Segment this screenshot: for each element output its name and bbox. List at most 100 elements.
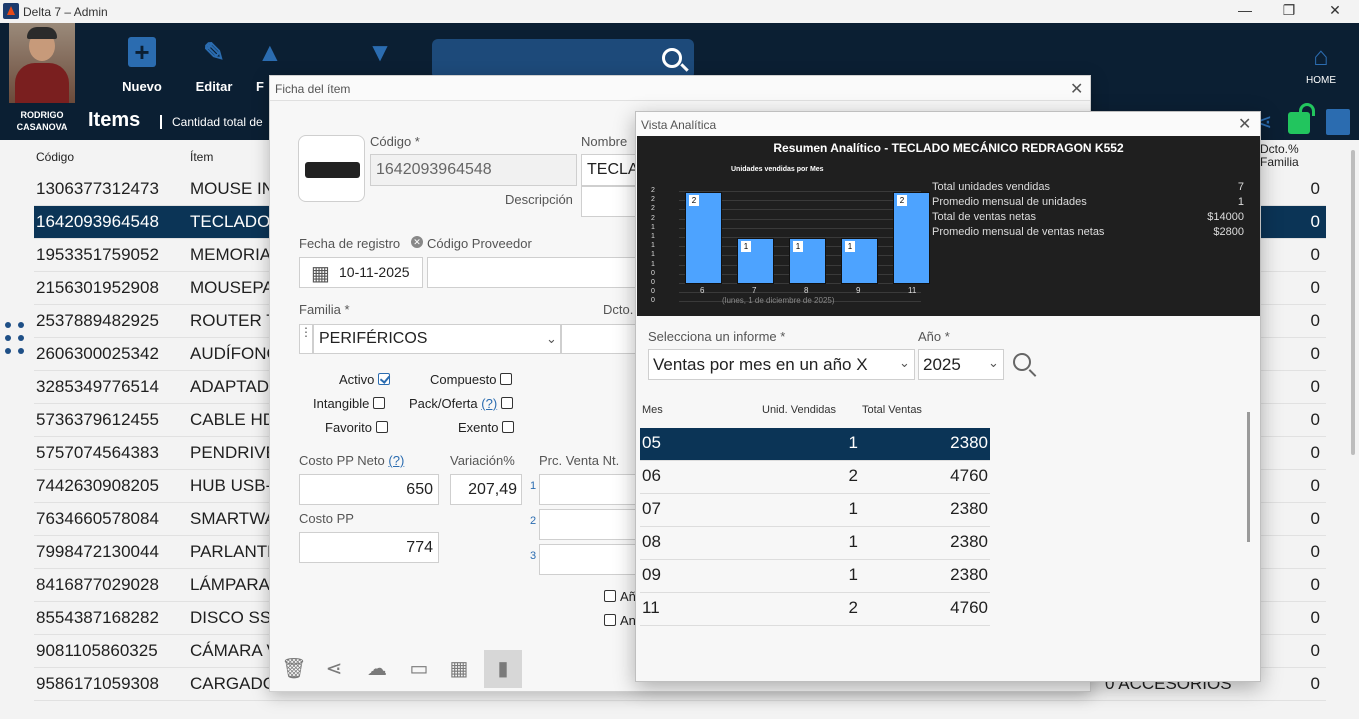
calendar-icon[interactable]: ▦ bbox=[311, 263, 330, 285]
intangible-checkbox[interactable]: Intangible bbox=[313, 396, 386, 411]
informe-select[interactable]: Ventas por mes en un año X bbox=[648, 349, 915, 380]
anual-checkbox[interactable]: Añ bbox=[604, 589, 636, 604]
table-row[interactable]: 07 1 2380 bbox=[640, 494, 990, 527]
cell-unid: 1 bbox=[848, 532, 858, 551]
summary-panel: Resumen Analítico - TECLADO MECÁNICO RED… bbox=[637, 136, 1260, 316]
y-tick-label: 0 bbox=[651, 269, 655, 277]
table-row[interactable]: 05 1 2380 bbox=[640, 428, 990, 461]
anio-select[interactable]: 2025 bbox=[918, 349, 1004, 380]
costo-pp-field[interactable]: 774 bbox=[299, 532, 439, 563]
grid-line bbox=[679, 191, 921, 192]
cell-dcto: 0 bbox=[1310, 509, 1320, 528]
y-tick-label: 0 bbox=[651, 297, 655, 305]
compuesto-checkbox[interactable]: Compuesto bbox=[430, 372, 513, 387]
book-icon[interactable] bbox=[1326, 109, 1350, 135]
costo-neto-field[interactable]: 650 bbox=[299, 474, 439, 505]
cell-dcto: 0 bbox=[1310, 542, 1320, 561]
grid-line bbox=[679, 292, 921, 294]
precio-3-field[interactable] bbox=[539, 544, 637, 575]
cell-mes: 05 bbox=[642, 433, 661, 452]
col-header-total[interactable]: Total Ventas bbox=[862, 404, 922, 416]
new-button[interactable]: + Nuevo bbox=[122, 37, 162, 94]
cell-item: HUB USB-C bbox=[190, 476, 284, 495]
nombre-field[interactable]: TECLA bbox=[581, 154, 639, 186]
cell-total: 2380 bbox=[950, 565, 988, 584]
bar-data-label: 2 bbox=[897, 195, 907, 206]
pack-oferta-checkbox[interactable]: Pack/Oferta (?) bbox=[409, 396, 514, 411]
exento-checkbox[interactable]: Exento bbox=[458, 420, 515, 435]
col-header-code[interactable]: Código bbox=[36, 150, 75, 164]
cell-code: 9081105860325 bbox=[36, 641, 158, 660]
edit-button[interactable]: ✎ Editar bbox=[195, 37, 233, 94]
share-icon[interactable]: ⋖ bbox=[325, 658, 343, 680]
shapes-button[interactable]: ▲ F bbox=[256, 37, 286, 94]
cell-code: 8416877029028 bbox=[36, 575, 159, 594]
main-scrollbar[interactable] bbox=[1351, 150, 1355, 455]
table-row[interactable]: 06 2 4760 bbox=[640, 461, 990, 494]
close-icon[interactable]: ✕ bbox=[1070, 81, 1084, 98]
cell-code: 7442630908205 bbox=[36, 476, 159, 495]
dcto-field[interactable] bbox=[561, 324, 637, 354]
filter-icon: ▼ bbox=[367, 37, 393, 67]
table-row[interactable]: 09 1 2380 bbox=[640, 560, 990, 593]
col-header-item[interactable]: Ítem bbox=[190, 150, 214, 164]
item-image[interactable] bbox=[298, 135, 365, 202]
precio-2-field[interactable] bbox=[539, 509, 637, 540]
cell-mes: 08 bbox=[642, 532, 661, 551]
y-tick-label: 1 bbox=[651, 260, 655, 268]
cell-code: 8554387168282 bbox=[36, 608, 159, 627]
cell-code: 5757074564383 bbox=[36, 443, 159, 462]
codigo-proveedor-field[interactable] bbox=[427, 257, 637, 288]
close-icon[interactable]: ✕ bbox=[1238, 116, 1252, 133]
avatar[interactable] bbox=[9, 23, 75, 103]
grid-line bbox=[679, 218, 921, 220]
codigo-proveedor-label: Código Proveedor bbox=[427, 236, 532, 251]
maximize-button[interactable]: ❐ bbox=[1282, 2, 1296, 18]
card-icon[interactable]: ▭ bbox=[409, 658, 429, 680]
informe-label: Selecciona un informe * bbox=[648, 329, 786, 344]
col-header-mes[interactable]: Mes bbox=[642, 404, 663, 416]
search-icon[interactable] bbox=[1013, 353, 1031, 371]
cloud-upload-icon[interactable]: ☁ bbox=[367, 658, 387, 680]
bar-data-label: 1 bbox=[741, 241, 751, 252]
analytics-icon[interactable]: ▮ bbox=[484, 650, 522, 688]
favorito-checkbox[interactable]: Favorito bbox=[325, 420, 388, 435]
qr-code-icon[interactable]: ▦ bbox=[449, 658, 469, 680]
familia-select[interactable]: PERIFÉRICOS bbox=[313, 324, 561, 354]
cell-item: ROUTER TP bbox=[190, 311, 288, 330]
codigo-label: Código * bbox=[370, 134, 420, 149]
grid-line bbox=[679, 237, 921, 238]
close-window-button[interactable]: ✕ bbox=[1329, 2, 1341, 18]
delete-icon[interactable]: 🗑 bbox=[281, 658, 307, 680]
precio-1-field[interactable] bbox=[539, 474, 637, 505]
fecha-field[interactable]: 10-11-2025 bbox=[299, 257, 423, 288]
home-button[interactable]: ⌂ HOME bbox=[1296, 41, 1346, 86]
table-row[interactable]: 08 1 2380 bbox=[640, 527, 990, 560]
unlock-icon[interactable] bbox=[1288, 112, 1310, 134]
search-icon[interactable] bbox=[662, 48, 682, 68]
filter-button[interactable]: ▼ bbox=[350, 37, 410, 79]
activo-checkbox[interactable]: Activo bbox=[339, 372, 391, 387]
search-input[interactable] bbox=[432, 39, 694, 79]
cell-dcto: 0 bbox=[1310, 245, 1320, 264]
summary-stat: Promedio mensual de unidades 1 bbox=[932, 196, 1244, 208]
familia-drag-handle[interactable]: ⋮ bbox=[299, 324, 313, 354]
codigo-field[interactable]: 1642093964548 bbox=[370, 154, 577, 186]
table-scrollbar[interactable] bbox=[1247, 412, 1250, 542]
anual-2-checkbox[interactable]: An bbox=[604, 613, 636, 628]
y-tick-label: 0 bbox=[651, 279, 655, 286]
plus-icon: + bbox=[128, 37, 156, 67]
chevron-down-icon: ⌄ bbox=[546, 331, 557, 346]
cell-dcto: 0 bbox=[1310, 443, 1320, 462]
cell-code: 7634660578084 bbox=[36, 509, 159, 528]
y-tick-label: 2 bbox=[651, 196, 655, 204]
cell-item: LÁMPARA bbox=[190, 575, 270, 594]
table-row[interactable]: 11 2 4760 bbox=[640, 593, 990, 626]
minimize-button[interactable]: — bbox=[1238, 2, 1252, 18]
col-header-unid[interactable]: Unid. Vendidas bbox=[762, 404, 836, 416]
clear-icon[interactable]: ✕ bbox=[411, 236, 423, 248]
col-header-dcto[interactable]: Dcto.% Familia bbox=[1260, 142, 1299, 169]
descripcion-field[interactable] bbox=[581, 186, 637, 217]
variacion-field[interactable]: 207,49 bbox=[450, 474, 522, 505]
drag-handle-icon[interactable] bbox=[5, 322, 27, 358]
